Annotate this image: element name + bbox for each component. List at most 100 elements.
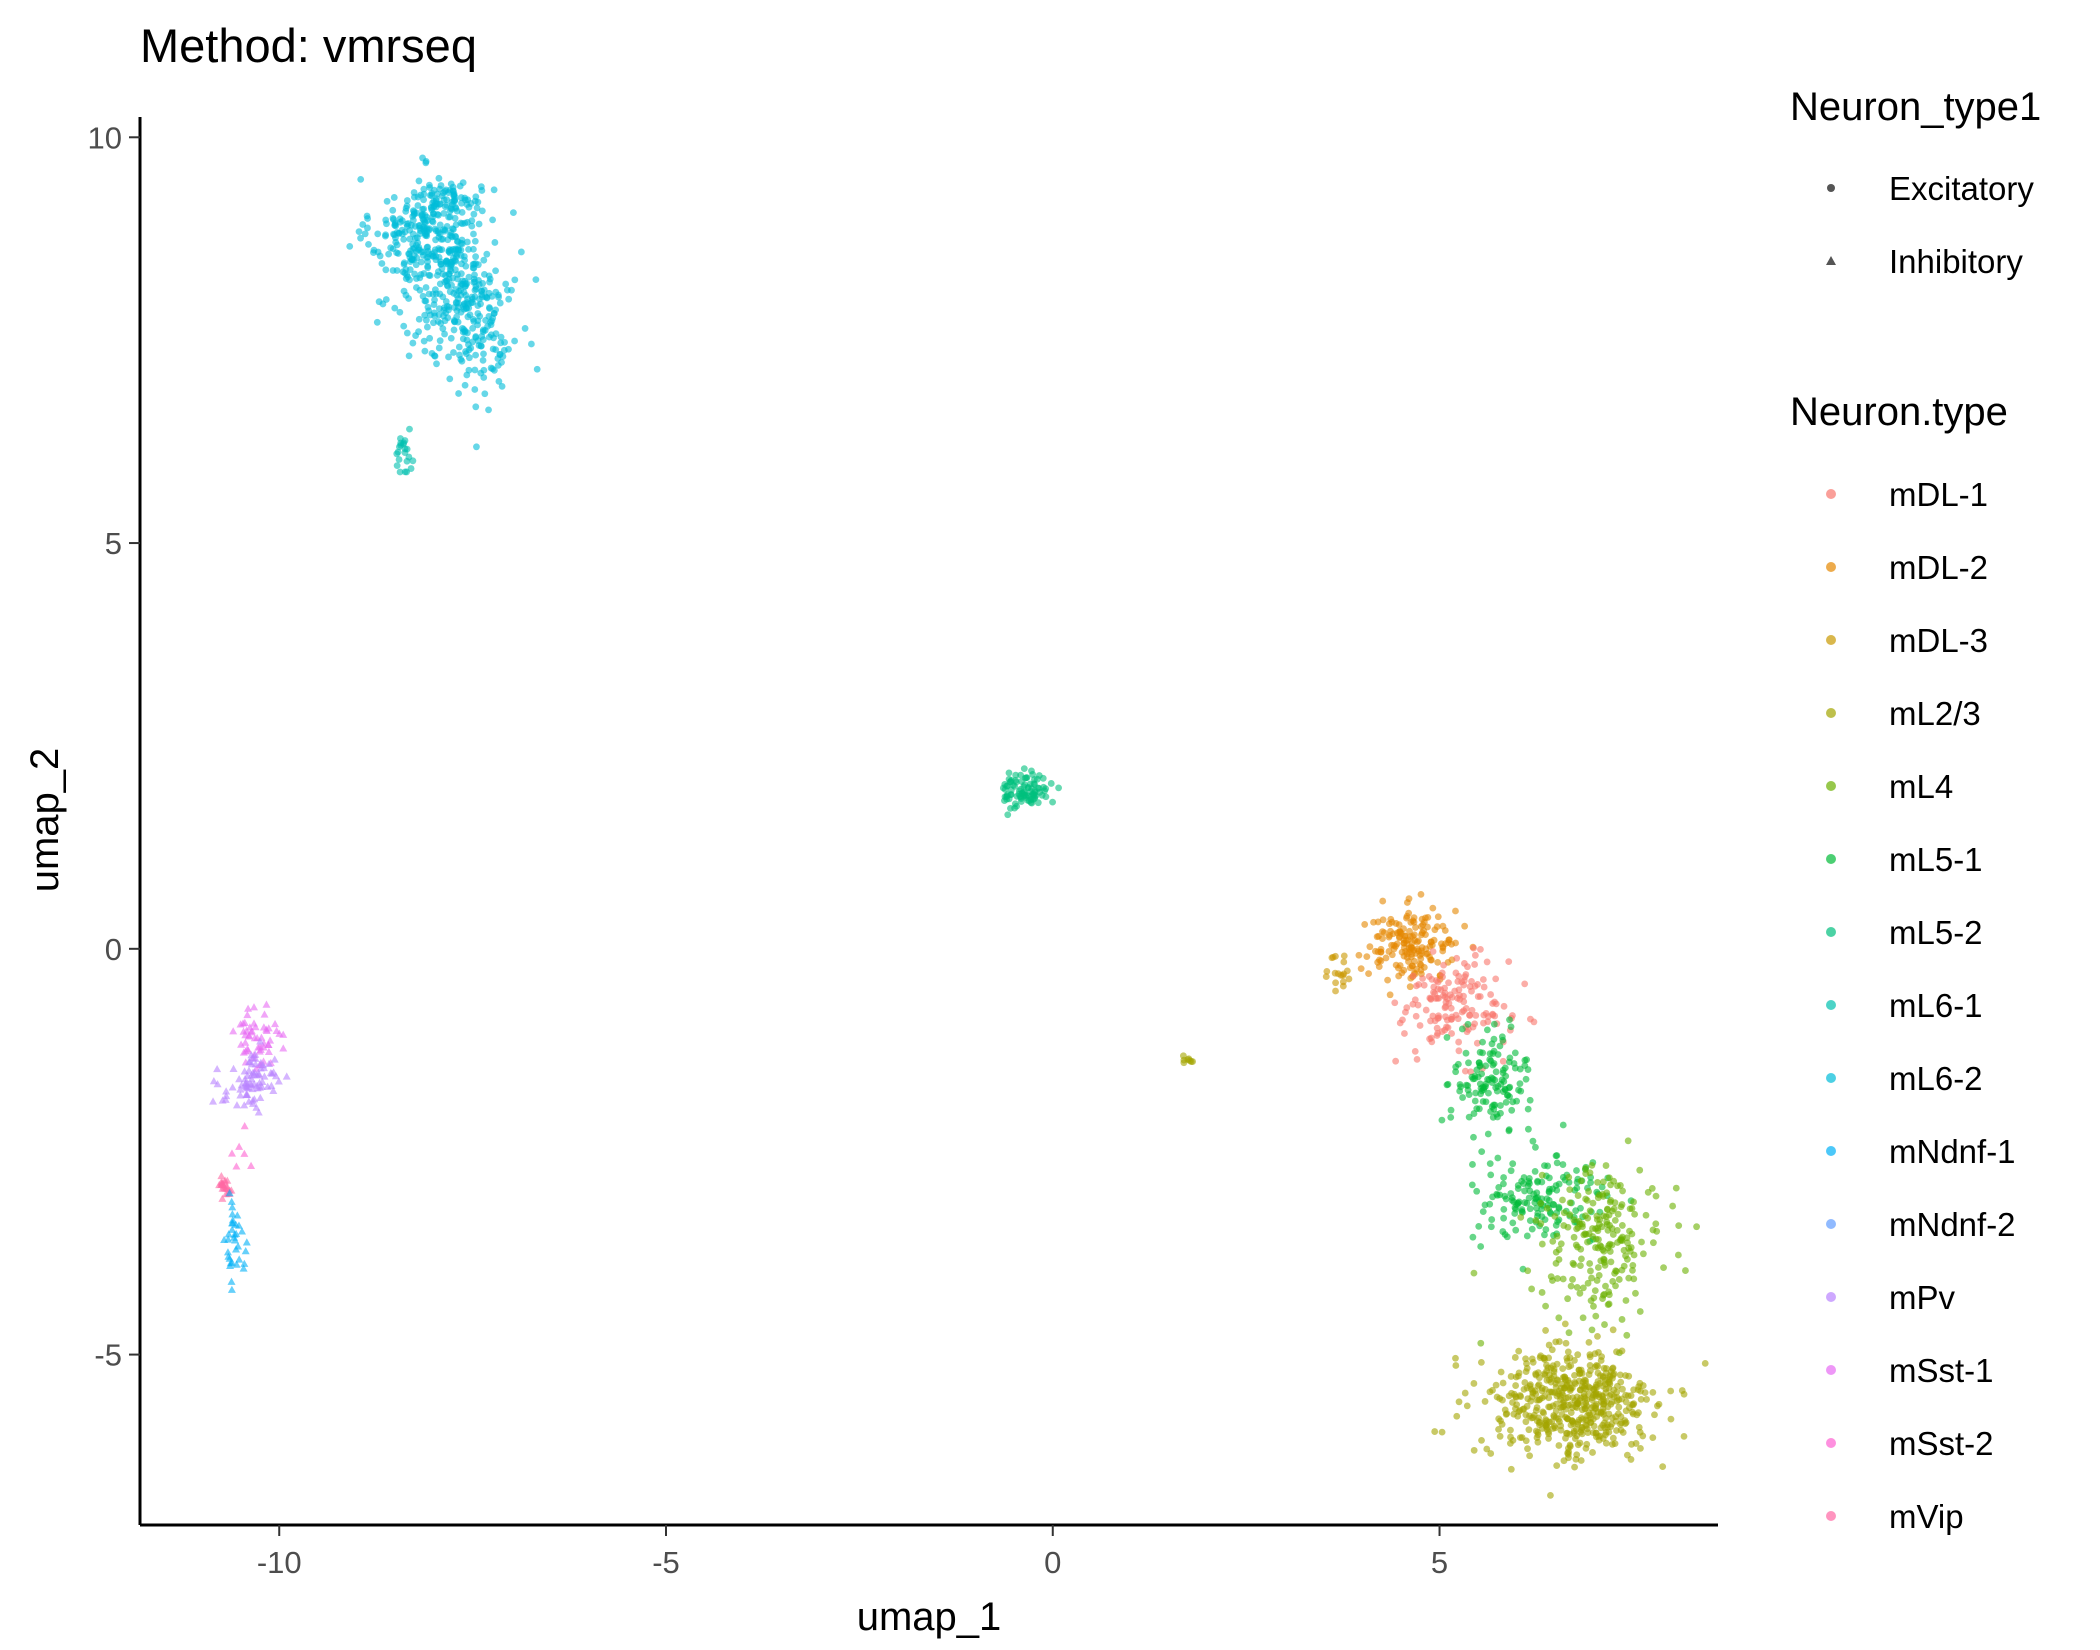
color-legend-label: mL5-1: [1889, 841, 1983, 878]
data-point-ml5-1: [1511, 1204, 1519, 1212]
data-point-ml2-3: [1510, 1390, 1518, 1398]
data-point-ml2-3: [1651, 1411, 1658, 1419]
data-point-ml4: [1660, 1264, 1667, 1272]
data-point-mdl-1: [1429, 948, 1437, 955]
data-point-ml5-1: [1447, 1106, 1455, 1114]
data-point-mndnf-1: [228, 1210, 237, 1218]
data-point-ml6-2: [440, 226, 447, 234]
data-point-ml6-2: [445, 353, 452, 361]
data-point-ml2-3: [1545, 1341, 1553, 1349]
data-point-ml6-2: [471, 293, 479, 301]
data-point-ml6-2: [434, 268, 442, 276]
data-point-ml4: [1649, 1239, 1657, 1247]
data-point-ml4: [1594, 1194, 1602, 1202]
data-point-mdl-2: [1461, 922, 1469, 930]
data-point-ml2-3: [1599, 1373, 1607, 1380]
data-point-ml4: [1674, 1251, 1682, 1259]
data-point-ml6-2: [428, 192, 436, 199]
data-point-mndnf-1: [225, 1189, 234, 1197]
data-point-ml4: [1614, 1182, 1621, 1190]
data-point-ml6-2: [400, 287, 408, 295]
data-point-ml2-3: [1461, 1389, 1469, 1397]
data-point-ml6-2: [455, 343, 463, 351]
data-point-ml5-1: [1472, 1089, 1480, 1097]
data-point-ml6-1: [395, 456, 403, 463]
data-point-ml4: [1566, 1186, 1574, 1194]
data-point-ml2-3: [1539, 1408, 1547, 1416]
data-point-mdl-3: [1332, 987, 1339, 995]
data-point-ml5-1: [1482, 1062, 1490, 1070]
data-point-ml2-3: [1509, 1399, 1516, 1406]
data-point-ml6-2: [449, 201, 456, 209]
data-point-mdl-2: [1400, 952, 1408, 960]
data-point-mdl-2: [1380, 929, 1388, 937]
data-point-mpv: [229, 1064, 238, 1072]
data-point-ml6-2: [422, 297, 430, 305]
data-point-ml6-2: [389, 267, 397, 274]
data-point-ml2-3: [1618, 1347, 1626, 1355]
data-point-mdl-2: [1417, 955, 1425, 963]
data-point-mdl-1: [1455, 1038, 1463, 1046]
data-point-ml2-3: [1623, 1451, 1631, 1459]
data-point-ml2-3: [1495, 1425, 1502, 1433]
data-point-mdl-1: [1473, 1039, 1481, 1047]
data-point-ml6-2: [439, 189, 447, 197]
data-point-ml4: [1542, 1302, 1549, 1310]
data-point-ml2-3: [1512, 1405, 1519, 1412]
data-point-ml2-3: [1567, 1401, 1575, 1408]
data-point-ml4: [1605, 1174, 1613, 1182]
data-point-ml5-1: [1499, 1036, 1507, 1044]
data-point-ml2-3: [1581, 1382, 1589, 1390]
data-point-ml5-1: [1486, 1160, 1494, 1167]
data-point-ml2-3: [1477, 1358, 1485, 1366]
data-point-ml6-2: [472, 403, 480, 411]
data-point-mdl-1: [1427, 1034, 1435, 1042]
data-point-mndnf-1: [228, 1225, 237, 1233]
data-point-ml6-2: [447, 261, 455, 269]
data-point-ml6-1: [401, 449, 409, 456]
data-point-ml2-3: [1574, 1418, 1582, 1426]
data-point-ml5-1: [1495, 1184, 1503, 1191]
data-point-ml5-1: [1477, 1243, 1485, 1250]
data-point-ml2-3: [1529, 1388, 1537, 1395]
data-point-mdl-1: [1476, 993, 1484, 1000]
chart-title: Method: vmrseq: [140, 19, 477, 72]
data-point-ml2-3: [1578, 1423, 1586, 1431]
data-point-ml5-1: [1559, 1121, 1567, 1129]
data-point-ml2-3: [1654, 1402, 1661, 1410]
legend-key-color-icon: [1826, 1365, 1836, 1375]
data-point-ml6-2: [374, 230, 382, 238]
data-point-mpv: [271, 1072, 280, 1080]
data-point-ml5-1: [1522, 1075, 1530, 1083]
data-point-mdl-1: [1409, 972, 1417, 980]
data-point-mdl-1: [1427, 995, 1435, 1003]
data-point-ml4: [1538, 1171, 1546, 1179]
data-point-ml4: [1632, 1289, 1639, 1297]
data-point-ml5-2: [1031, 781, 1038, 788]
data-point-ml6-2: [416, 286, 424, 294]
data-point-mpv: [250, 1068, 259, 1076]
data-point-ml5-1: [1489, 1113, 1497, 1121]
data-point-mndnf-1: [227, 1285, 236, 1293]
data-point-ml2-3: [1481, 1398, 1489, 1405]
data-point-ml4: [1618, 1266, 1626, 1274]
data-point-mpv: [228, 1083, 237, 1091]
data-point-ml6-2: [436, 337, 444, 345]
data-point-ml6-2: [469, 245, 477, 253]
data-point-mdl-1: [1480, 983, 1488, 991]
data-point-ml4: [1588, 1162, 1596, 1169]
data-point-ml4: [1604, 1226, 1612, 1234]
data-point-mdl-1: [1431, 1017, 1439, 1025]
data-point-ml4: [1589, 1225, 1596, 1232]
data-point-ml5-1: [1465, 1113, 1473, 1121]
data-point-ml6-2: [396, 218, 404, 226]
data-point-ml6-2: [393, 241, 401, 249]
data-point-ml2-3: [1588, 1396, 1596, 1404]
data-point-ml2-3: [1511, 1354, 1519, 1361]
data-point-ml5-1: [1500, 1205, 1508, 1213]
data-point-ml5-2: [999, 784, 1007, 792]
data-point-ml2-3: [1552, 1338, 1560, 1346]
data-point-ml6-2: [471, 366, 479, 374]
data-point-ml6-2: [376, 252, 384, 260]
data-point-ml2-3: [1632, 1440, 1640, 1447]
